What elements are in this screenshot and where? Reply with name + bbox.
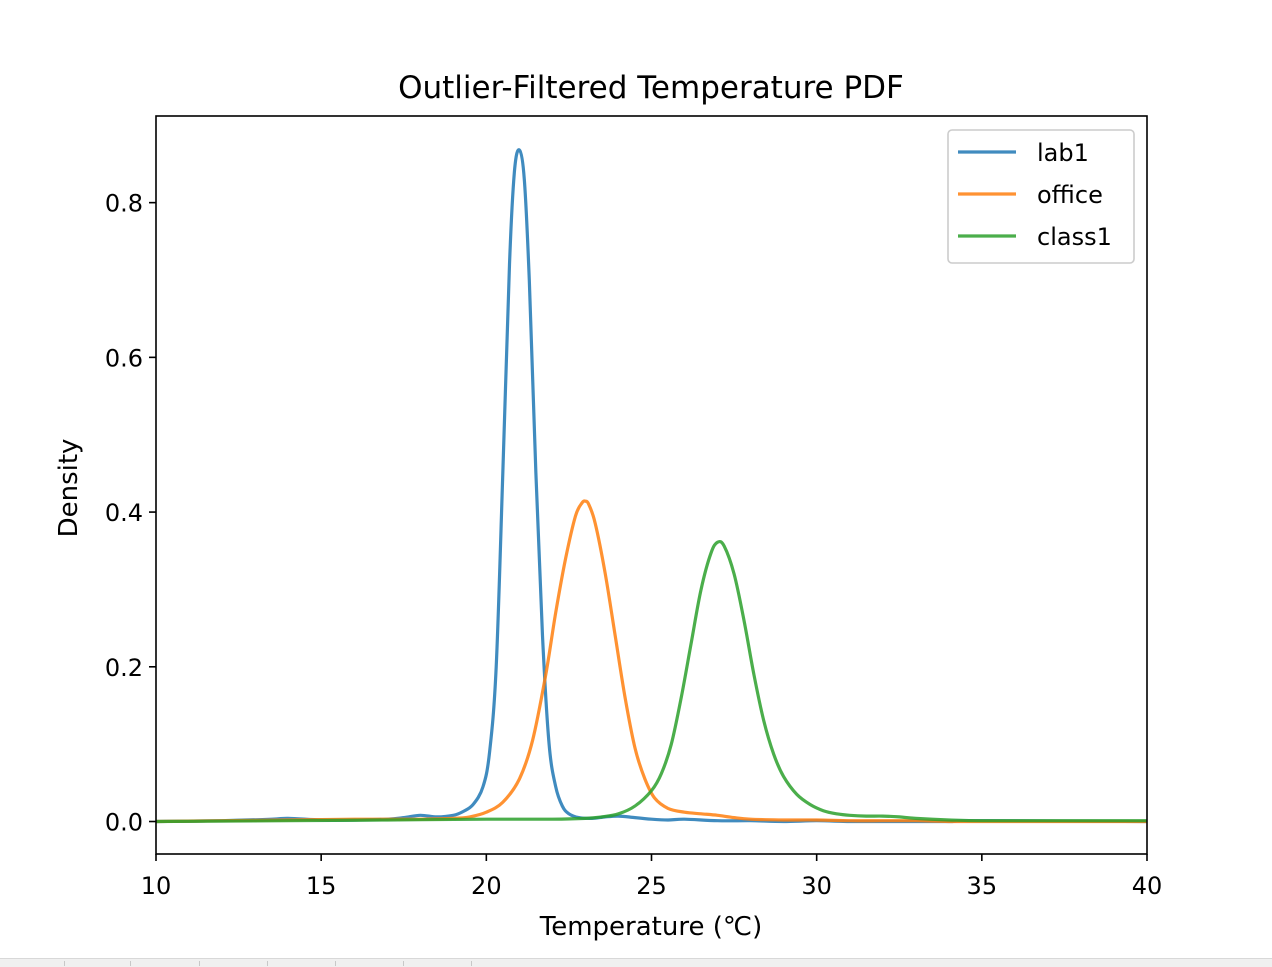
x-axis-ticks: 10 15 20 25 30 35 40 xyxy=(141,854,1163,900)
x-tick-label: 35 xyxy=(967,872,998,900)
legend-label-office: office xyxy=(1037,181,1103,209)
x-tick-label: 20 xyxy=(471,872,502,900)
x-tick-label: 10 xyxy=(141,872,172,900)
y-tick-label: 0.4 xyxy=(105,499,143,527)
y-axis-ticks: 0.0 0.2 0.4 0.6 0.8 xyxy=(105,190,156,837)
legend: lab1 office class1 xyxy=(947,129,1135,264)
status-bar-segment xyxy=(0,961,65,966)
chart-title: Outlier-Filtered Temperature PDF xyxy=(398,70,904,106)
status-bar-segment xyxy=(339,961,404,966)
status-bar-segment xyxy=(203,961,268,966)
status-bar-segment xyxy=(135,961,200,966)
status-bar-segment xyxy=(271,961,336,966)
legend-label-lab1: lab1 xyxy=(1037,139,1089,167)
y-tick-label: 0.0 xyxy=(105,809,143,837)
series-line-class1 xyxy=(155,539,1147,824)
x-tick-label: 40 xyxy=(1132,872,1163,900)
series-layer xyxy=(155,148,1148,824)
y-tick-label: 0.6 xyxy=(105,344,143,372)
status-bar xyxy=(0,958,1272,967)
y-tick-label: 0.8 xyxy=(105,190,143,218)
legend-label-class1: class1 xyxy=(1037,223,1112,251)
status-bar-segment xyxy=(407,961,472,966)
x-tick-label: 25 xyxy=(636,872,667,900)
x-axis-label: Temperature (℃) xyxy=(539,912,762,942)
x-tick-label: 30 xyxy=(801,872,832,900)
x-tick-label: 15 xyxy=(306,872,337,900)
y-tick-label: 0.2 xyxy=(105,654,143,682)
legend-box xyxy=(947,129,1135,264)
y-axis-label: Density xyxy=(54,439,84,538)
status-bar-segment xyxy=(66,961,131,966)
plot-area xyxy=(155,115,1148,855)
